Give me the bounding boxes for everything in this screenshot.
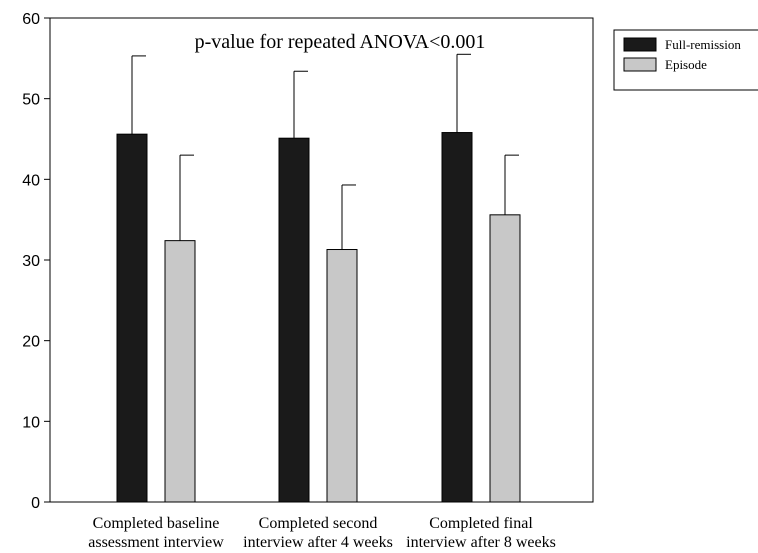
bar-episode-2 [326, 249, 358, 503]
y-tick-label-40: 40 [22, 172, 40, 189]
x-category-label-2: interview after 4 weeks [243, 534, 393, 551]
y-axis: 0 10 20 30 40 50 60 [22, 11, 50, 512]
bars [116, 132, 521, 503]
legend-items: Full-remission Episode [623, 37, 741, 72]
legend-swatch-episode [623, 57, 657, 72]
anova-annotation: p-value for repeated ANOVA<0.001 [195, 31, 486, 53]
bar-full-remission-3 [441, 132, 473, 503]
bar-episode-1 [164, 240, 196, 503]
y-tick-label-30: 30 [22, 253, 40, 270]
x-category-label-2: Completed second [259, 515, 378, 532]
y-tick-label-20: 20 [22, 334, 40, 351]
legend-label-episode: Episode [665, 57, 707, 72]
legend-swatch-full-remission [623, 37, 657, 52]
x-category-label-1: Completed baseline [93, 515, 220, 532]
bar-episode-3 [489, 214, 521, 503]
y-tick-label-0: 0 [31, 495, 40, 512]
x-axis-labels: Completed baseline assessment interview Co… [88, 515, 556, 551]
error-bars [131, 53, 519, 250]
y-tick-label-60: 60 [22, 11, 40, 28]
x-category-label-1: assessment interview [88, 534, 224, 551]
bar-full-remission-2 [278, 137, 310, 503]
y-tick-label-10: 10 [22, 414, 40, 431]
legend-label-full-remission: Full-remission [665, 37, 741, 52]
bar-full-remission-1 [116, 133, 148, 503]
legend: Full-remission Episode [613, 29, 758, 91]
x-category-label-3: interview after 8 weeks [406, 534, 556, 551]
x-category-label-3: Completed final [429, 515, 533, 532]
y-tick-label-50: 50 [22, 92, 40, 109]
